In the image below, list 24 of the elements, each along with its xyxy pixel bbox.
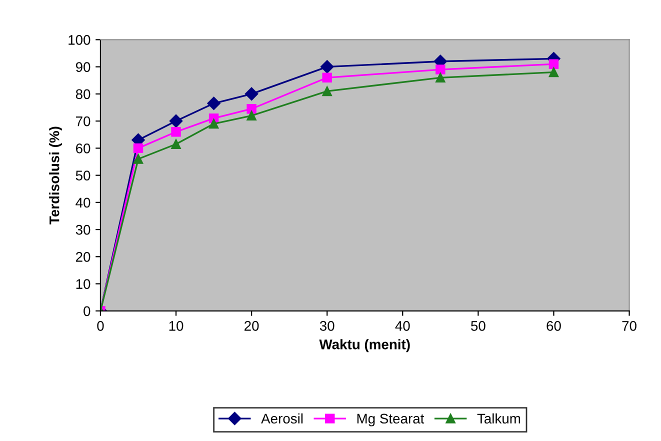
y-tick-label: 80: [76, 89, 90, 100]
x-tick-label: 60: [546, 320, 561, 331]
x-tick-label: 10: [169, 320, 184, 331]
legend-label: Mg Stearat: [357, 414, 424, 426]
x-tick-label: 0: [97, 320, 104, 331]
x-tick-label: 50: [471, 320, 486, 331]
legend-label: Talkum: [477, 413, 520, 424]
x-tick-label: 30: [320, 320, 334, 331]
y-tick-label: 0: [84, 306, 90, 316]
y-tick-label: 90: [76, 62, 90, 72]
y-tick-label: 70: [76, 116, 90, 126]
y-tick-label: 10: [76, 279, 90, 289]
y-tick-label: 40: [76, 198, 90, 208]
x-tick-label: 20: [244, 320, 259, 331]
legend-label: Aerosil: [261, 413, 303, 424]
y-tick-label: 30: [76, 224, 90, 235]
x-tick-label: 70: [622, 320, 636, 331]
y-axis-title: Terdisolusi (%): [49, 126, 62, 224]
y-tick-label: 60: [76, 144, 90, 154]
y-tick-label: 100: [68, 35, 90, 45]
x-tick-label: 40: [395, 320, 410, 331]
y-tick-label: 50: [76, 170, 90, 180]
y-tick-label: 20: [76, 252, 90, 262]
x-axis-title: Waktu (menit): [319, 339, 410, 352]
